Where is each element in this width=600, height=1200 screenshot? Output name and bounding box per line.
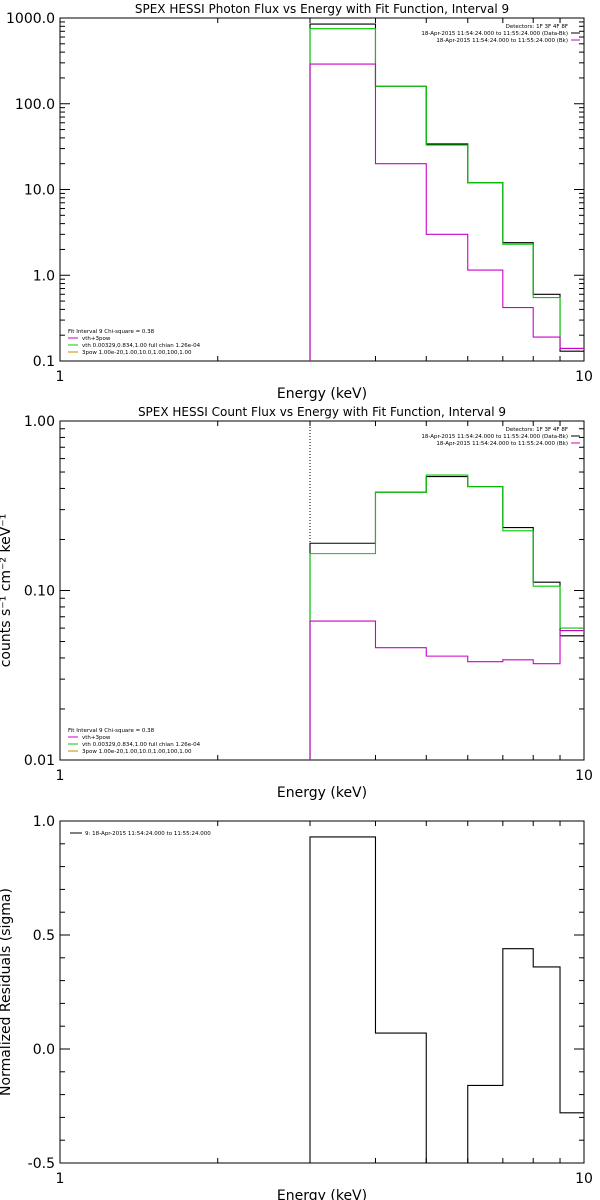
y-tick-label: 1.0 <box>33 268 55 284</box>
legend-entry: vth+3pow <box>82 735 111 741</box>
y-tick-label: 100.0 <box>15 97 55 113</box>
legend-top-entry: 18-Apr-2015 11:54:24.000 to 11:55:24.000… <box>436 441 568 447</box>
y-tick-label: 0.10 <box>24 584 55 600</box>
y-tick-label: 0.0 <box>33 1042 55 1058</box>
legend-entry: 3pow 1.00e-20,1.00,10.0,1.00,100,1.00 <box>82 749 192 755</box>
panel-3: Energy (keV) Normalized Residuals (sigma)… <box>0 814 593 1200</box>
series-data-bk-line <box>309 23 584 361</box>
series-vth-3pow-line <box>309 474 584 760</box>
y-tick-label: 0.5 <box>33 928 55 944</box>
y-tick-label: 1.0 <box>33 814 55 830</box>
legend-entry: vth 0.00329,0.834,1.00 full chian 1.26e-… <box>82 343 201 349</box>
y-axis-label: Normalized Residuals (sigma) <box>0 888 14 1096</box>
chart-title: SPEX HESSI Count Flux vs Energy with Fit… <box>138 405 506 419</box>
legend-entry: vth+3pow <box>82 336 111 342</box>
x-axis-label: Energy (keV) <box>277 785 367 801</box>
chart-title: SPEX HESSI Photon Flux vs Energy with Fi… <box>135 2 509 16</box>
x-tick-label: 1 <box>56 1171 65 1187</box>
x-tick-label: 10 <box>575 1171 593 1187</box>
series-data-bk-line <box>309 476 584 760</box>
series-vth-3pow-line <box>309 28 584 361</box>
y-axis-label: counts s⁻¹ cm⁻² keV⁻¹ <box>0 514 14 668</box>
legend-top-entry: 18-Apr-2015 11:54:24.000 to 11:55:24.000… <box>436 38 568 44</box>
panel-2: SPEX HESSI Count Flux vs Energy with Fit… <box>0 405 593 801</box>
y-tick-label: 1000.0 <box>6 11 55 27</box>
x-axis-label: Energy (keV) <box>277 1188 367 1200</box>
y-tick-label: -0.5 <box>28 1156 55 1172</box>
legend-entry: vth 0.00329,0.834,1.00 full chian 1.26e-… <box>82 742 201 748</box>
x-axis-label: Energy (keV) <box>277 386 367 402</box>
y-tick-label: 0.01 <box>24 753 55 769</box>
legend-top-entry: Detectors: 1F 3F 4F 8F <box>506 24 568 30</box>
legend-entry: 9: 18-Apr-2015 11:54:24.000 to 11:55:24.… <box>85 831 211 837</box>
fit-info-text: Fit Interval 9 Chi-square = 0.38 <box>68 329 155 335</box>
x-tick-label: 1 <box>56 768 65 784</box>
x-tick-label: 10 <box>575 768 593 784</box>
panel-1: SPEX HESSI Photon Flux vs Energy with Fi… <box>6 2 593 402</box>
series-component-line <box>309 63 584 361</box>
plot-frame <box>59 17 585 362</box>
legend-top-entry: 18-Apr-2015 11:54:24.000 to 11:55:24.000… <box>421 434 568 440</box>
plot-frame <box>59 820 585 1164</box>
y-tick-label: 0.1 <box>33 354 55 370</box>
fit-info-text: Fit Interval 9 Chi-square = 0.38 <box>68 728 155 734</box>
y-tick-label: 1.00 <box>24 414 55 430</box>
legend-entry: 3pow 1.00e-20,1.00,10.0,1.00,100,1.00 <box>82 350 192 356</box>
y-tick-label: 10.0 <box>24 183 55 199</box>
x-tick-label: 1 <box>56 369 65 385</box>
series-9-18-apr-2015-11-54-24-000-to-11-55-24-000-line <box>309 836 584 1163</box>
legend-top-entry: 18-Apr-2015 11:54:24.000 to 11:55:24.000… <box>421 31 568 37</box>
series-bk-line <box>309 620 584 760</box>
legend-top-entry: Detectors: 1F 3F 4F 8F <box>506 427 568 433</box>
x-tick-label: 10 <box>575 369 593 385</box>
plot-frame <box>59 420 585 761</box>
